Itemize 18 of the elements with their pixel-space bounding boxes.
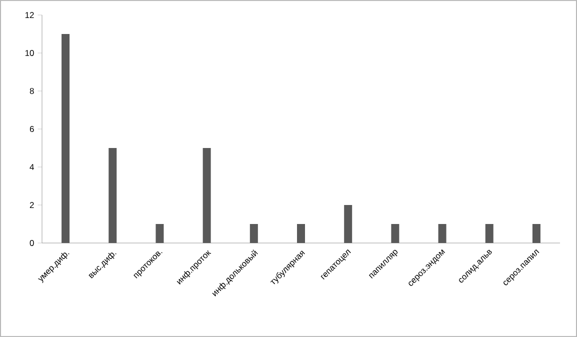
y-tick-label: 2	[30, 202, 34, 208]
bar	[297, 224, 306, 243]
bar	[250, 224, 258, 243]
y-tick-label: 8	[30, 88, 34, 94]
bar	[108, 148, 117, 243]
y-tick-label: 12	[25, 12, 34, 18]
y-tick-label: 6	[30, 126, 34, 132]
bar	[156, 224, 164, 243]
bar	[344, 205, 352, 243]
y-tick-label: 10	[25, 50, 34, 56]
bar	[391, 224, 400, 243]
y-tick-label: 4	[30, 164, 34, 170]
bar	[202, 148, 211, 243]
bar	[438, 224, 446, 243]
bar	[485, 224, 494, 243]
bar	[62, 34, 70, 243]
bar	[532, 224, 540, 243]
y-tick-label: 0	[30, 240, 34, 246]
